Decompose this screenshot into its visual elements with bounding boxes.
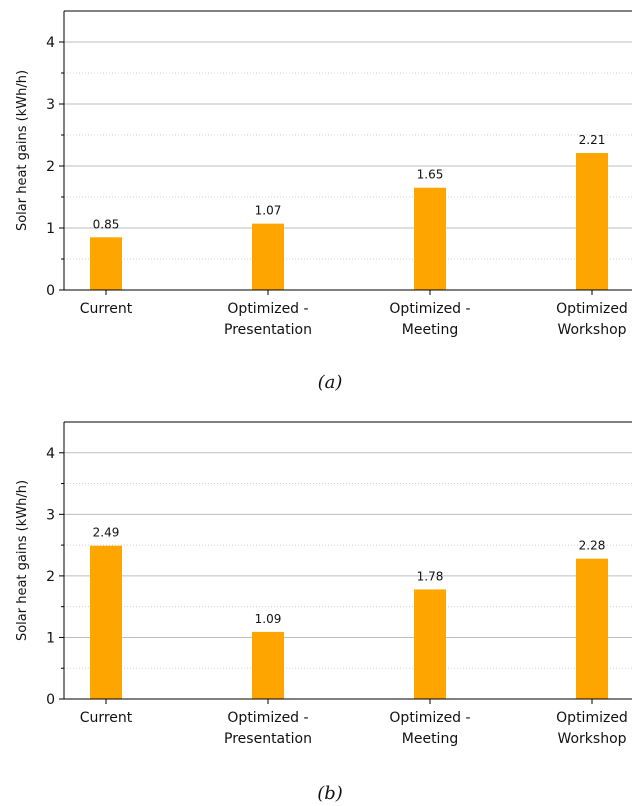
y-tick-label: 0: [46, 692, 55, 708]
bar: [576, 152, 608, 290]
x-tick-label: Workshop: [557, 731, 626, 747]
bar: [252, 223, 284, 290]
x-tick-label: Current: [80, 301, 133, 317]
x-tick-label: Optimized -: [389, 710, 470, 726]
chart-panel-b: 2.49 1.09 1.78 2.28 0 1 2 3 4 Current Optimized - P…: [15, 421, 632, 747]
y-tick-label: 4: [46, 35, 55, 51]
y-tick-label: 4: [46, 446, 55, 462]
y-tick-label: 1: [46, 221, 55, 237]
y-axis-label: Solar heat gains (kWh/h): [15, 480, 30, 641]
x-tick-label: Optimized -: [389, 301, 470, 317]
bar: [414, 589, 446, 699]
data-label: 2.49: [93, 526, 120, 540]
x-tick-label: Meeting: [402, 322, 458, 338]
x-tick-label: Optimized: [556, 710, 628, 726]
y-axis-label: Solar heat gains (kWh/h): [15, 70, 30, 231]
data-label: 2.28: [579, 539, 606, 553]
x-tick-label: Optimized: [556, 301, 628, 317]
x-tick-label: Presentation: [224, 322, 312, 338]
bar: [252, 631, 284, 699]
x-tick-label: Current: [80, 710, 133, 726]
caption-b: (b): [317, 783, 343, 804]
data-label: 1.65: [417, 168, 444, 182]
y-tick-label: 1: [46, 630, 55, 646]
y-tick-label: 3: [46, 97, 55, 113]
y-tick-label: 2: [46, 569, 55, 585]
y-tick-label: 0: [46, 283, 55, 299]
data-label: 1.07: [255, 204, 282, 218]
bar: [414, 187, 446, 290]
x-tick-label: Optimized -: [227, 301, 308, 317]
data-label: 1.09: [255, 612, 282, 626]
y-tick-label: 3: [46, 507, 55, 523]
data-label: 1.78: [417, 569, 444, 583]
y-tick-label: 2: [46, 159, 55, 175]
bar: [576, 558, 608, 699]
x-tick-label: Meeting: [402, 731, 458, 747]
data-label: 0.85: [93, 217, 120, 231]
x-tick-label: Optimized -: [227, 710, 308, 726]
data-label: 2.21: [579, 133, 606, 147]
bar: [90, 545, 122, 699]
x-tick-label: Workshop: [557, 322, 626, 338]
chart-panel-a: 0.85 1.07 1.65 2.21 0 1 2 3 4 Current Optimized - P…: [15, 10, 632, 338]
caption-a: (a): [318, 372, 343, 393]
x-tick-label: Presentation: [224, 731, 312, 747]
bar: [90, 237, 122, 290]
